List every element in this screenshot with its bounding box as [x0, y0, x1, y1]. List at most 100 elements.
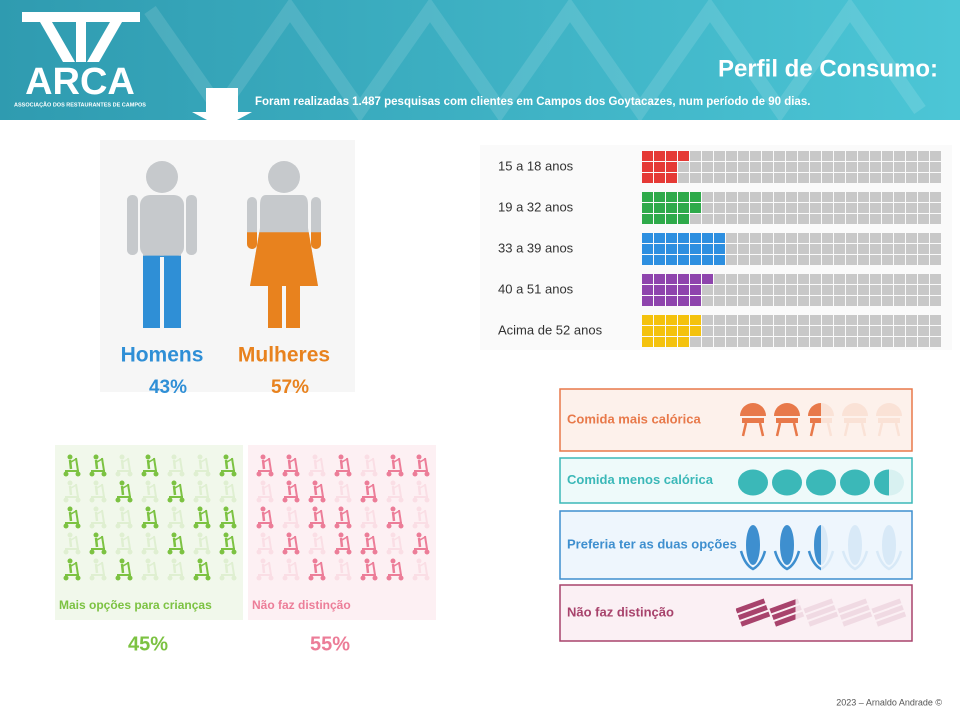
arm — [419, 536, 426, 541]
waffle-cell — [894, 296, 905, 306]
waffle-cell — [822, 285, 833, 295]
leg — [792, 422, 799, 437]
waffle-cell — [894, 214, 905, 224]
head — [286, 506, 292, 512]
head — [390, 454, 396, 460]
wheel — [63, 497, 69, 503]
wheel — [256, 575, 262, 581]
waffle-cell — [858, 162, 869, 172]
scooter-icon — [334, 454, 352, 477]
waffle-cell — [654, 173, 665, 183]
waffle-cell — [870, 173, 881, 183]
scooter-icon — [308, 558, 326, 581]
body — [68, 459, 73, 470]
waffle-cell — [678, 151, 689, 161]
wheel — [294, 523, 300, 529]
waffle-cell — [822, 326, 833, 336]
waffle-cell — [690, 337, 701, 347]
wheel — [193, 497, 199, 503]
waffle-cell — [810, 151, 821, 161]
waffle-cell — [762, 203, 773, 213]
head — [145, 558, 151, 564]
waffle-cell — [798, 203, 809, 213]
wheel — [231, 523, 237, 529]
waffle-cell — [714, 296, 725, 306]
waffle-cell — [786, 214, 797, 224]
waffle-cell — [786, 173, 797, 183]
head — [338, 532, 344, 538]
stem — [346, 561, 350, 576]
wheel — [63, 575, 69, 581]
head — [171, 480, 177, 486]
waffle-cell — [702, 233, 713, 243]
waffle-cell — [738, 315, 749, 325]
waffle-cell — [726, 151, 737, 161]
waffle-cell — [678, 315, 689, 325]
waffle-cell — [786, 274, 797, 284]
waffle-cell — [738, 192, 749, 202]
waffle-cell — [906, 274, 917, 284]
waffle-cell — [690, 285, 701, 295]
head — [312, 532, 318, 538]
head — [416, 480, 422, 486]
body — [172, 563, 177, 574]
waffle-cell — [858, 315, 869, 325]
arm — [226, 484, 233, 489]
scooter-icon — [63, 506, 81, 529]
wheel — [167, 471, 173, 477]
waffle-cell — [894, 274, 905, 284]
wheel — [205, 575, 211, 581]
waffle-cell — [702, 296, 713, 306]
arm — [96, 562, 103, 567]
stem — [101, 561, 105, 576]
waffle-cell — [918, 296, 929, 306]
waffle-cell — [690, 274, 701, 284]
waffle-cell — [798, 337, 809, 347]
grill — [842, 403, 868, 416]
stem — [320, 483, 324, 498]
waffle-cell — [834, 285, 845, 295]
wheel — [167, 497, 173, 503]
wheel — [372, 523, 378, 529]
arm — [315, 458, 322, 463]
waffle-cell — [822, 274, 833, 284]
waffle-cell — [726, 192, 737, 202]
waffle-cell — [726, 274, 737, 284]
food-icons — [736, 598, 796, 627]
title: Perfil de Consumo: — [718, 55, 938, 82]
waffle-cell — [846, 173, 857, 183]
bacon — [837, 598, 868, 614]
grill-base — [810, 418, 821, 423]
waffle-cell — [726, 203, 737, 213]
waffle-cell — [930, 274, 941, 284]
wheel — [294, 471, 300, 477]
wheel — [346, 523, 352, 529]
waffle-cell — [798, 162, 809, 172]
wheel — [334, 549, 340, 555]
wheel — [372, 471, 378, 477]
waffle-cell — [714, 162, 725, 172]
logo-subtitle: ASSOCIAÇÃO DOS RESTAURANTES DE CAMPOS — [14, 101, 146, 108]
scooter-icon — [412, 454, 430, 477]
head — [312, 506, 318, 512]
wheel — [231, 549, 237, 555]
scooter-icon — [256, 558, 274, 581]
stem — [153, 483, 157, 498]
head — [260, 558, 266, 564]
stem — [372, 561, 376, 576]
husk — [807, 550, 821, 571]
scooter-icon — [167, 480, 185, 503]
wheel — [386, 549, 392, 555]
waffle-cell — [930, 326, 941, 336]
stem — [346, 483, 350, 498]
waffle-cell — [870, 285, 881, 295]
stem — [320, 509, 324, 524]
wheel — [424, 549, 430, 555]
waffle-cell — [810, 192, 821, 202]
waffle-cell — [834, 214, 845, 224]
waffle-cell — [702, 326, 713, 336]
arm — [315, 484, 322, 489]
waffle-cell — [894, 162, 905, 172]
bacon — [842, 611, 873, 627]
